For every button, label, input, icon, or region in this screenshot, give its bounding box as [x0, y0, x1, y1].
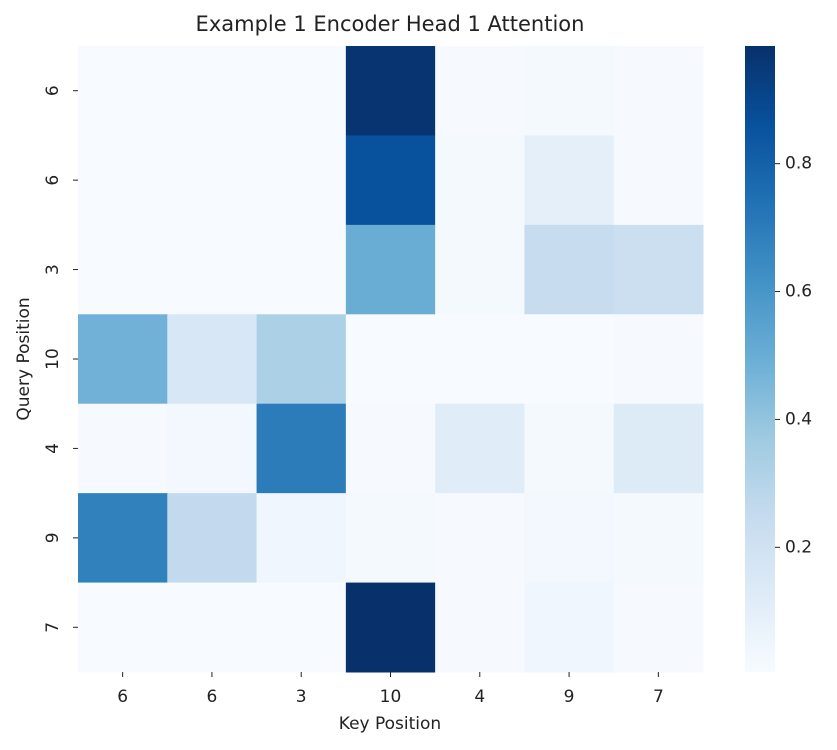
- y-tick-label: 6: [43, 85, 63, 96]
- heat-cell: [435, 493, 525, 584]
- heat-cell: [613, 493, 704, 584]
- heat-cell: [78, 493, 168, 584]
- colorbar-tick-label: 0.8: [785, 154, 812, 174]
- heat-cell: [435, 403, 525, 494]
- heat-cell: [613, 46, 704, 136]
- heat-cell: [613, 582, 704, 673]
- x-axis-label: Key Position: [339, 714, 441, 734]
- heat-cell: [167, 314, 258, 405]
- heat-cell: [524, 46, 615, 136]
- heat-cell: [435, 582, 525, 673]
- y-tick-label: 4: [43, 443, 63, 454]
- x-tick-label: 10: [380, 687, 402, 707]
- y-axis-label: Query Position: [14, 297, 34, 420]
- y-tick-label: 9: [43, 532, 63, 543]
- heat-cell: [78, 314, 168, 405]
- heat-cell: [167, 582, 258, 673]
- heat-cell: [256, 314, 347, 405]
- y-tick-label: 3: [43, 264, 63, 275]
- heat-cell: [78, 403, 168, 494]
- heat-cell: [256, 224, 347, 315]
- colorbar-tick-label: 0.6: [785, 282, 812, 302]
- heat-cell: [167, 493, 258, 584]
- heat-cell: [345, 582, 436, 673]
- x-tick-label: 6: [117, 687, 128, 707]
- heat-cell: [524, 493, 615, 584]
- heat-cell: [613, 224, 704, 315]
- heat-cell: [524, 135, 615, 226]
- heat-cell: [256, 135, 347, 226]
- colorbar-tick-label: 0.2: [785, 537, 812, 557]
- heat-cell: [524, 403, 615, 494]
- heat-cell: [78, 46, 168, 136]
- colorbar: [745, 46, 775, 672]
- x-tick-label: 9: [564, 687, 575, 707]
- heat-cell: [256, 403, 347, 494]
- heat-cell: [78, 224, 168, 315]
- heat-cell: [524, 224, 615, 315]
- heat-cell: [613, 403, 704, 494]
- heat-cell: [345, 493, 436, 584]
- heat-cell: [613, 314, 704, 405]
- heat-cell: [524, 314, 615, 405]
- heat-cell: [167, 46, 258, 136]
- x-tick-label: 6: [207, 687, 218, 707]
- x-tick-label: 4: [474, 687, 485, 707]
- heat-cell: [167, 135, 258, 226]
- heat-cell: [256, 46, 347, 136]
- x-tick-label: 7: [653, 687, 664, 707]
- heat-cell: [345, 224, 436, 315]
- heat-cell: [256, 493, 347, 584]
- heat-cell: [167, 403, 258, 494]
- heat-cell: [78, 135, 168, 226]
- heat-cell: [435, 135, 525, 226]
- heat-cell: [345, 135, 436, 226]
- colorbar-tick-label: 0.4: [785, 409, 812, 429]
- heat-cell: [256, 582, 347, 673]
- heat-cell: [345, 46, 436, 136]
- heat-cell: [345, 314, 436, 405]
- heat-cell: [345, 403, 436, 494]
- x-tick-label: 3: [296, 687, 307, 707]
- chart-title: Example 1 Encoder Head 1 Attention: [196, 12, 585, 36]
- heat-cell: [524, 582, 615, 673]
- heat-cell: [167, 224, 258, 315]
- y-tick-label: 10: [43, 348, 63, 370]
- heat-cell: [78, 582, 168, 673]
- y-tick-label: 7: [43, 622, 63, 633]
- heat-cell: [435, 314, 525, 405]
- heat-cell: [613, 135, 704, 226]
- y-tick-label: 6: [43, 175, 63, 186]
- heat-cell: [435, 224, 525, 315]
- heat-cell: [435, 46, 525, 136]
